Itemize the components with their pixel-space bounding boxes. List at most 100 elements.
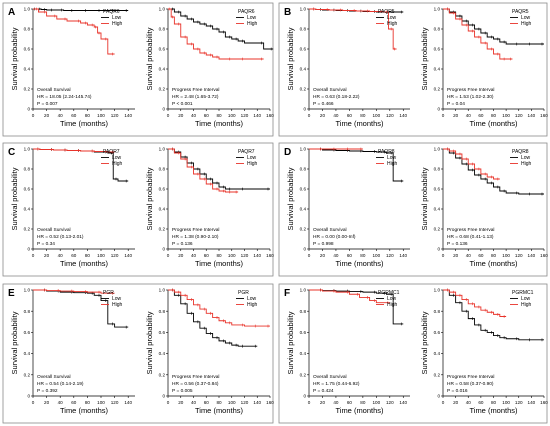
legend-gene: PAQR6	[103, 9, 120, 15]
km-curve-high	[443, 148, 500, 180]
stats-annotation: P = 0.136	[447, 241, 468, 247]
x-tick-label: 140	[124, 113, 132, 118]
y-tick-label: 0.2	[24, 372, 31, 377]
x-tick-label: 0	[167, 113, 170, 118]
plot-pfi: 0 0.2 0.4 0.6 0.8 1.0 Survival probability 0 20 4…	[420, 7, 548, 128]
y-tick-label: 0.4	[159, 351, 166, 356]
km-curve-high	[33, 8, 115, 55]
stats-annotation: HR = 18.05 (2.24-145.74)	[37, 94, 92, 100]
stats-annotation: P = 0.392	[37, 388, 58, 394]
y-tick-label: 0.6	[434, 47, 441, 52]
x-tick-label: 40	[333, 253, 339, 258]
x-tick-label: 20	[453, 400, 459, 405]
y-tick-label: 0.4	[24, 67, 31, 72]
plot-pfi: 0 0.2 0.4 0.6 0.8 1.0 Survival probability 0 20 4…	[145, 7, 274, 128]
y-tick-label: 0.8	[300, 27, 307, 32]
y-axis-title: Survival probability	[286, 311, 295, 374]
x-tick-label: 20	[178, 253, 184, 258]
x-tick-label: 60	[478, 113, 484, 118]
legend-label-high: High	[112, 302, 123, 308]
x-tick-label: 60	[347, 253, 353, 258]
plot-os: 0 0.2 0.4 0.6 0.8 1.0 Survival probability 0 20 4…	[286, 288, 410, 415]
x-tick-label: 60	[204, 253, 210, 258]
x-tick-label: 80	[360, 253, 366, 258]
x-tick-label: 140	[124, 400, 132, 405]
y-tick-label: 0.8	[434, 309, 441, 314]
x-tick-label: 140	[253, 400, 261, 405]
x-tick-label: 80	[216, 253, 222, 258]
x-tick-label: 60	[478, 253, 484, 258]
y-tick-label: 0.8	[434, 27, 441, 32]
plot-os: 0 0.2 0.4 0.6 0.8 1.0 Survival probability 0 20 4…	[10, 288, 135, 415]
y-tick-label: 0.8	[300, 309, 307, 314]
x-tick-label: 60	[347, 400, 353, 405]
y-axis-title: Survival probability	[420, 311, 429, 374]
y-tick-label: 1.0	[300, 7, 307, 12]
stats-annotation: Progress Free Interval	[172, 87, 219, 93]
km-curve-high	[168, 8, 264, 60]
legend-gene: PGRMC1	[378, 290, 400, 296]
km-curve-high	[168, 148, 239, 193]
legend-label-high: High	[112, 161, 123, 167]
y-axis-title: Survival probability	[286, 167, 295, 230]
y-tick-label: 0.8	[300, 167, 307, 172]
x-tick-label: 100	[502, 253, 510, 258]
x-tick-label: 160	[266, 113, 274, 118]
legend-gene: PAQR7	[103, 149, 120, 155]
x-tick-label: 0	[32, 113, 35, 118]
x-tick-label: 120	[111, 400, 119, 405]
x-tick-label: 0	[167, 400, 170, 405]
x-tick-label: 40	[466, 400, 472, 405]
x-tick-label: 60	[71, 113, 77, 118]
x-tick-label: 80	[85, 253, 91, 258]
stats-annotation: HR = 0.56 (0.37-0.84)	[172, 381, 219, 387]
x-tick-label: 140	[253, 253, 261, 258]
y-tick-label: 0.2	[434, 87, 441, 92]
legend-label-low: Low	[112, 296, 122, 302]
stats-annotation: HR = 0.68 (0.41-1.13)	[447, 234, 494, 240]
x-tick-label: 100	[228, 400, 236, 405]
stats-annotation: Progress Free Interval	[447, 227, 494, 233]
legend-gene: PAQR8	[378, 149, 395, 155]
legend-label-low: Low	[247, 15, 257, 21]
x-tick-label: 100	[372, 253, 380, 258]
y-tick-label: 0.4	[159, 67, 166, 72]
y-tick-label: 0.4	[434, 351, 441, 356]
panel-letter: F	[284, 288, 290, 299]
stats-annotation: Progress Free Interval	[447, 374, 494, 380]
x-axis-title: Time (months)	[469, 406, 518, 415]
x-tick-label: 140	[253, 113, 261, 118]
y-axis-title: Survival probability	[420, 27, 429, 90]
y-tick-label: 0.6	[159, 330, 166, 335]
panel-f: F 0 0.2 0.4 0.6 0.8 1.0 Survival probability 0 20…	[278, 283, 548, 424]
x-tick-label: 20	[320, 400, 326, 405]
plot-os: 0 0.2 0.4 0.6 0.8 1.0 Survival probability 0 20 4…	[10, 147, 135, 268]
x-tick-label: 40	[58, 253, 64, 258]
stats-annotation: Overall Survival	[37, 87, 71, 93]
x-tick-label: 120	[515, 400, 523, 405]
plot-pfi: 0 0.2 0.4 0.6 0.8 1.0 Survival probability 0 20 4…	[145, 288, 274, 415]
stats-annotation: P < 0.001	[172, 101, 193, 107]
panel-letter: D	[284, 147, 291, 158]
stats-annotation: Overall Survival	[37, 374, 71, 380]
x-tick-label: 100	[97, 253, 105, 258]
x-tick-label: 140	[399, 113, 407, 118]
y-tick-label: 0.6	[159, 47, 166, 52]
x-tick-label: 160	[540, 113, 548, 118]
x-tick-label: 100	[97, 113, 105, 118]
y-tick-label: 1.0	[24, 288, 31, 293]
x-axis-title: Time (months)	[195, 119, 244, 128]
x-tick-label: 40	[191, 253, 197, 258]
y-tick-label: 0.8	[159, 27, 166, 32]
panel-e: E 0 0.2 0.4 0.6 0.8 1.0 Survival probability 0 20…	[2, 283, 274, 424]
y-tick-label: 0.4	[300, 67, 307, 72]
y-tick-label: 0.4	[24, 207, 31, 212]
y-tick-label: 0.6	[24, 47, 31, 52]
y-tick-label: 0	[27, 247, 30, 252]
panel-border	[2, 283, 274, 424]
x-tick-label: 160	[266, 253, 274, 258]
x-tick-label: 20	[44, 113, 50, 118]
x-tick-label: 140	[399, 400, 407, 405]
legend-gene: PAQR7	[238, 149, 255, 155]
